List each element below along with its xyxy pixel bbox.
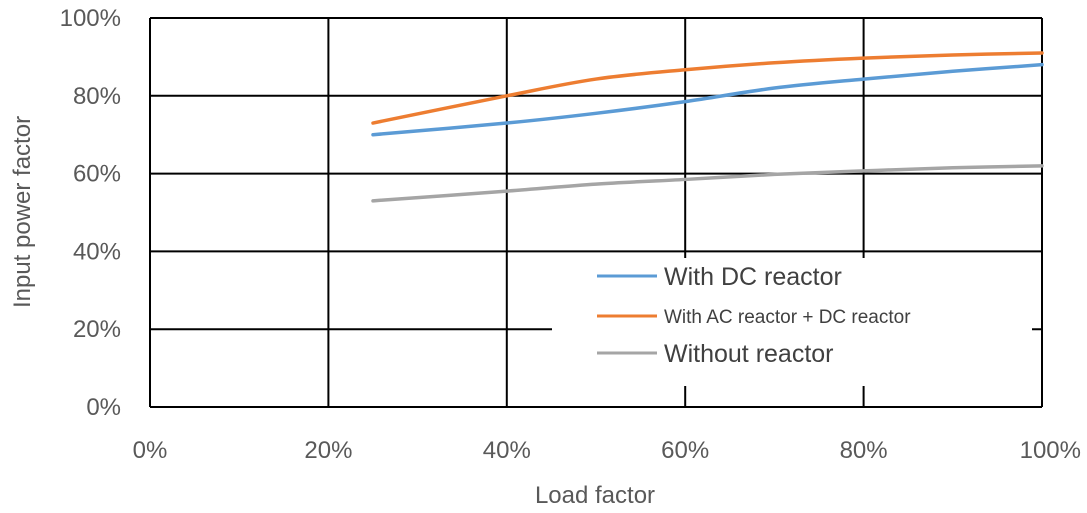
grid-lines bbox=[149, 17, 1043, 408]
x-tick-label: 40% bbox=[483, 437, 531, 464]
y-axis-title: Input power factor bbox=[9, 116, 36, 308]
legend-label-with-dc-reactor: With DC reactor bbox=[664, 263, 842, 291]
legend-label-with-ac-dc-reactor: With AC reactor + DC reactor bbox=[664, 307, 911, 328]
x-tick-label: 60% bbox=[661, 437, 709, 464]
series-line-with-dc-reactor bbox=[371, 62, 1044, 137]
y-tick-label: 80% bbox=[73, 83, 121, 110]
y-tick-label: 100% bbox=[60, 5, 121, 32]
x-tick-label: 100% bbox=[1020, 437, 1081, 464]
y-tick-label: 20% bbox=[73, 316, 121, 343]
y-tick-label: 40% bbox=[73, 238, 121, 265]
y-tick-label: 60% bbox=[73, 161, 121, 188]
x-axis-title: Load factor bbox=[535, 482, 655, 509]
x-axis-ticks: 0% 20% 40% 60% 80% 100% bbox=[133, 437, 1081, 464]
y-tick-label: 0% bbox=[86, 394, 121, 421]
series-line-without-reactor bbox=[371, 164, 1044, 203]
legend-label-without-reactor: Without reactor bbox=[664, 340, 834, 368]
x-tick-label: 20% bbox=[304, 437, 352, 464]
legend-background bbox=[552, 258, 1032, 386]
series-lines bbox=[371, 51, 1044, 203]
y-axis-ticks: 0% 20% 40% 60% 80% 100% bbox=[60, 5, 121, 421]
x-tick-label: 80% bbox=[840, 437, 888, 464]
x-tick-label: 0% bbox=[133, 437, 168, 464]
legend: With DC reactor With AC reactor + DC rea… bbox=[552, 258, 1032, 386]
series-line-with-ac-dc-reactor bbox=[371, 51, 1044, 125]
